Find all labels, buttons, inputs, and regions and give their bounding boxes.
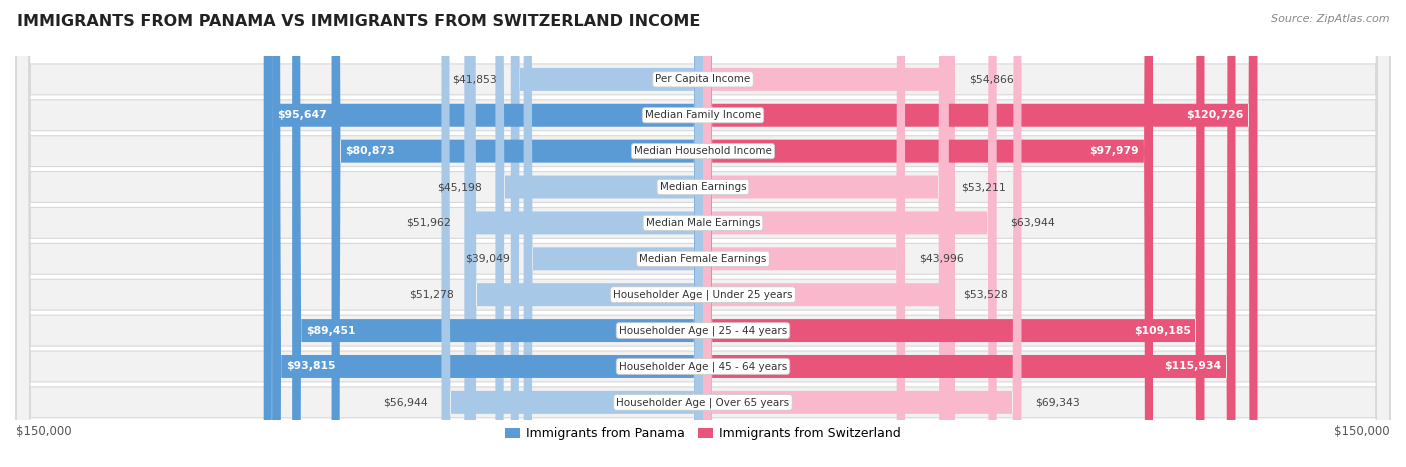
FancyBboxPatch shape: [703, 0, 905, 467]
FancyBboxPatch shape: [703, 0, 1205, 467]
Text: $150,000: $150,000: [1334, 425, 1389, 438]
Text: $45,198: $45,198: [437, 182, 482, 192]
Text: $63,944: $63,944: [1011, 218, 1056, 228]
Legend: Immigrants from Panama, Immigrants from Switzerland: Immigrants from Panama, Immigrants from …: [501, 422, 905, 445]
Text: $93,815: $93,815: [285, 361, 336, 371]
Text: $115,934: $115,934: [1164, 361, 1222, 371]
FancyBboxPatch shape: [264, 0, 703, 467]
Text: $39,049: $39,049: [465, 254, 510, 264]
Text: $51,962: $51,962: [406, 218, 450, 228]
FancyBboxPatch shape: [17, 0, 1389, 467]
FancyBboxPatch shape: [17, 0, 1389, 467]
FancyBboxPatch shape: [703, 0, 1153, 467]
Text: Median Family Income: Median Family Income: [645, 110, 761, 120]
Text: $89,451: $89,451: [307, 325, 356, 336]
FancyBboxPatch shape: [467, 0, 703, 467]
Text: $150,000: $150,000: [17, 425, 72, 438]
FancyBboxPatch shape: [273, 0, 703, 467]
Text: Source: ZipAtlas.com: Source: ZipAtlas.com: [1271, 14, 1389, 24]
Text: $56,944: $56,944: [382, 397, 427, 407]
FancyBboxPatch shape: [703, 0, 1236, 467]
Text: Per Capita Income: Per Capita Income: [655, 74, 751, 85]
Text: $54,866: $54,866: [969, 74, 1014, 85]
Text: $51,278: $51,278: [409, 290, 454, 300]
FancyBboxPatch shape: [17, 0, 1389, 467]
Text: $69,343: $69,343: [1035, 397, 1080, 407]
FancyBboxPatch shape: [703, 0, 949, 467]
Text: Median Household Income: Median Household Income: [634, 146, 772, 156]
FancyBboxPatch shape: [17, 0, 1389, 467]
Text: $43,996: $43,996: [920, 254, 963, 264]
FancyBboxPatch shape: [332, 0, 703, 467]
FancyBboxPatch shape: [703, 0, 1257, 467]
Text: $80,873: $80,873: [346, 146, 395, 156]
Text: $53,211: $53,211: [962, 182, 1005, 192]
Text: Householder Age | Under 25 years: Householder Age | Under 25 years: [613, 290, 793, 300]
FancyBboxPatch shape: [703, 0, 1022, 467]
FancyBboxPatch shape: [17, 0, 1389, 467]
FancyBboxPatch shape: [703, 0, 948, 467]
Text: $120,726: $120,726: [1187, 110, 1244, 120]
Text: IMMIGRANTS FROM PANAMA VS IMMIGRANTS FROM SWITZERLAND INCOME: IMMIGRANTS FROM PANAMA VS IMMIGRANTS FRO…: [17, 14, 700, 29]
FancyBboxPatch shape: [495, 0, 703, 467]
Text: $109,185: $109,185: [1133, 325, 1191, 336]
FancyBboxPatch shape: [441, 0, 703, 467]
FancyBboxPatch shape: [703, 0, 997, 467]
Text: Householder Age | Over 65 years: Householder Age | Over 65 years: [616, 397, 790, 408]
FancyBboxPatch shape: [17, 0, 1389, 467]
FancyBboxPatch shape: [17, 0, 1389, 467]
FancyBboxPatch shape: [510, 0, 703, 467]
Text: $95,647: $95,647: [277, 110, 328, 120]
Text: Median Male Earnings: Median Male Earnings: [645, 218, 761, 228]
FancyBboxPatch shape: [17, 0, 1389, 467]
FancyBboxPatch shape: [17, 0, 1389, 467]
FancyBboxPatch shape: [523, 0, 703, 467]
FancyBboxPatch shape: [703, 0, 955, 467]
Text: Householder Age | 45 - 64 years: Householder Age | 45 - 64 years: [619, 361, 787, 372]
Text: Median Earnings: Median Earnings: [659, 182, 747, 192]
FancyBboxPatch shape: [292, 0, 703, 467]
Text: $97,979: $97,979: [1090, 146, 1139, 156]
Text: $53,528: $53,528: [963, 290, 1007, 300]
FancyBboxPatch shape: [17, 0, 1389, 467]
Text: Median Female Earnings: Median Female Earnings: [640, 254, 766, 264]
Text: $41,853: $41,853: [453, 74, 496, 85]
FancyBboxPatch shape: [464, 0, 703, 467]
Text: Householder Age | 25 - 44 years: Householder Age | 25 - 44 years: [619, 325, 787, 336]
